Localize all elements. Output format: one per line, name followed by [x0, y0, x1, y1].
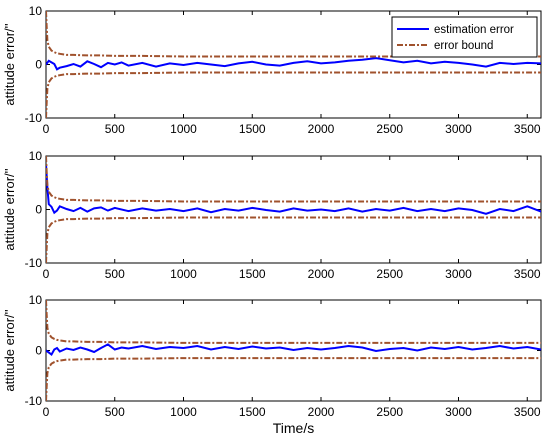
x-tick-label: 2000: [308, 405, 335, 419]
y-tick-label: -10: [25, 256, 43, 270]
legend-label: estimation error: [434, 24, 514, 36]
y-tick-label: 0: [35, 58, 42, 72]
x-tick-label: 500: [105, 267, 125, 281]
legend-box: [391, 16, 538, 58]
x-tick-label: 1000: [170, 122, 197, 136]
legend: estimation error error bound: [391, 16, 538, 58]
y-axis-label: attitude error/'': [2, 23, 17, 105]
estimation-error-line: [46, 163, 541, 215]
x-tick-label: 3000: [445, 405, 472, 419]
x-tick-label: 3000: [445, 267, 472, 281]
panel-3: 0 500 1000 1500 2000 2500 3000 3500-10010attitu…: [2, 293, 542, 436]
x-tick-label: 2500: [376, 122, 403, 136]
x-tick-label: 2000: [308, 267, 335, 281]
x-tick-label: 500: [105, 122, 125, 136]
error-bound-lower-line: [46, 71, 541, 118]
y-tick-label: 10: [29, 149, 43, 163]
x-tick-label: 1000: [170, 267, 197, 281]
x-tick-label: 2500: [376, 267, 403, 281]
x-tick-label: 1000: [170, 405, 197, 419]
y-tick-label: 0: [35, 203, 42, 217]
x-tick-label: 3500: [514, 267, 541, 281]
y-tick-label: -10: [25, 111, 43, 125]
error-bound-upper-line: [46, 156, 541, 203]
error-bound-upper-line: [46, 11, 541, 58]
error-bound-lower-line: [46, 216, 541, 263]
error-bound-lower-line: [46, 357, 541, 401]
x-tick-label: 3500: [514, 405, 541, 419]
x-tick-label: 2000: [308, 122, 335, 136]
y-axis-label: attitude error/'': [2, 168, 17, 250]
y-tick-label: 0: [35, 344, 42, 358]
x-tick-label: 500: [105, 405, 125, 419]
x-tick-label: 1500: [239, 405, 266, 419]
estimation-error-line: [46, 57, 541, 71]
x-tick-label: 0: [43, 405, 50, 419]
x-tick-label: 2500: [376, 405, 403, 419]
error-bound-upper-line: [46, 300, 541, 344]
x-tick-label: 1500: [239, 267, 266, 281]
x-tick-label: 0: [43, 267, 50, 281]
y-tick-label: 10: [29, 293, 43, 307]
panel-1: 0 500 1000 1500 2000 2500 3000 3500-10010attitu…: [2, 4, 542, 136]
x-tick-label: 1500: [239, 122, 266, 136]
x-tick-label: 3000: [445, 122, 472, 136]
x-axis-label: Time/s: [273, 420, 314, 436]
y-tick-label: 10: [29, 4, 43, 18]
y-tick-label: -10: [25, 394, 43, 408]
x-tick-label: 0: [43, 122, 50, 136]
y-axis-label: attitude error/'': [2, 309, 17, 391]
estimation-error-line: [46, 343, 541, 356]
panel-2: 0 500 1000 1500 2000 2500 3000 3500-10010attitu…: [2, 149, 542, 281]
legend-label: error bound: [434, 40, 493, 52]
x-tick-label: 3500: [514, 122, 541, 136]
